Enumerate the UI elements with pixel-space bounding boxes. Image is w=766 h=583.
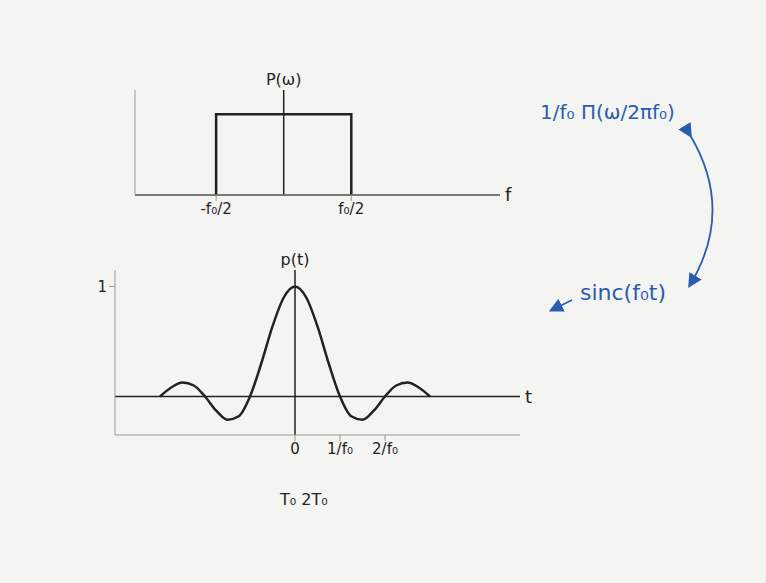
svg-text:0: 0 bbox=[290, 440, 300, 458]
svg-text:t: t bbox=[525, 386, 532, 407]
html-text:T₀ 2T₀: T₀ 2T₀ bbox=[280, 490, 328, 509]
svg-text:f₀/2: f₀/2 bbox=[338, 200, 364, 218]
svg-text:f: f bbox=[505, 184, 512, 205]
svg-text:P(ω): P(ω) bbox=[266, 70, 302, 89]
svg-text:2/f₀: 2/f₀ bbox=[372, 440, 398, 458]
html-text:sinc(f₀t): sinc(f₀t) bbox=[580, 280, 666, 305]
svg-text:1/f₀: 1/f₀ bbox=[327, 440, 353, 458]
svg-text:1: 1 bbox=[97, 278, 107, 296]
html-text:1/f₀ Π(ω/2πf₀): 1/f₀ Π(ω/2πf₀) bbox=[540, 100, 675, 124]
svg-text:p(t): p(t) bbox=[281, 250, 310, 269]
svg-text:-f₀/2: -f₀/2 bbox=[200, 200, 231, 218]
